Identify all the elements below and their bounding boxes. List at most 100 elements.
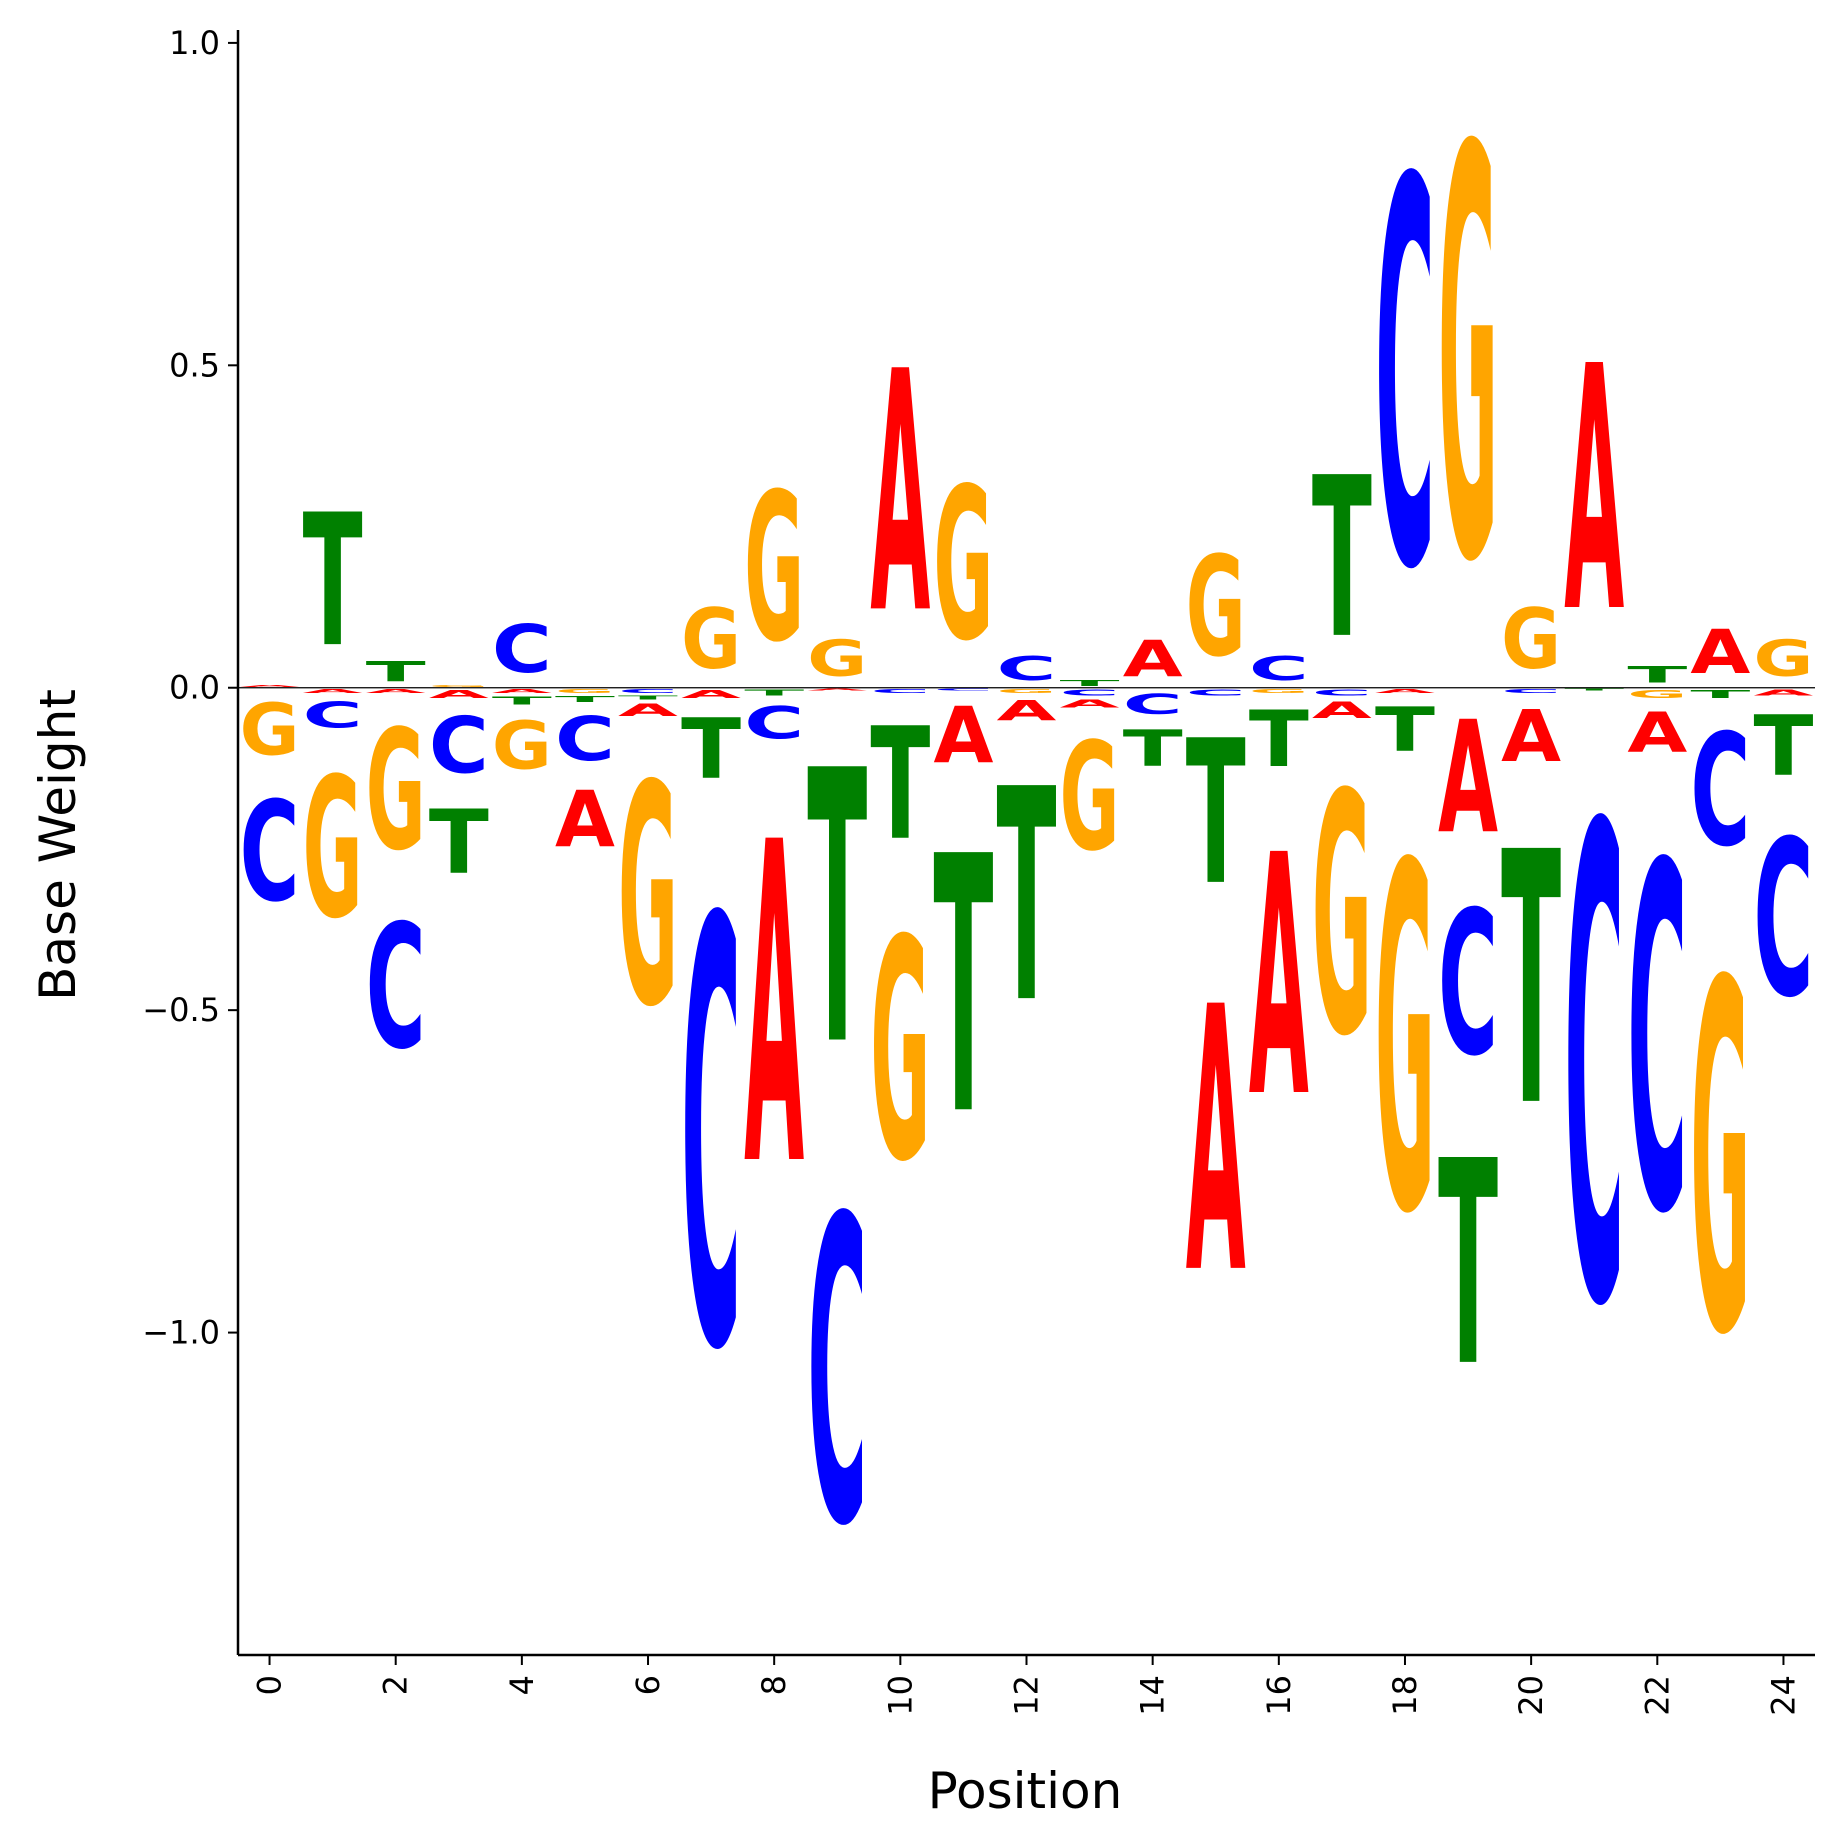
logo-letter-T-pos-7: T [681,702,741,798]
logo-letter-G-pos-10: G [870,875,930,1228]
logo-letter-T-pos-13: T [1060,678,1121,688]
logo-letter-T-pos-22: T [1627,662,1687,687]
logo-letter-T-pos-9: T [807,693,867,1129]
logo-letter-G-pos-12: G [997,688,1057,694]
axis-layer: −1.0−0.50.00.51.00 2 4 6 8 10 12 14 16 18 20 22 24 [142,24,1815,1716]
logo-letter-G-pos-5: G [555,688,615,694]
logo-letter-A-pos-21: A [1564,296,1624,687]
logo-letter-T-pos-16: T [1249,695,1309,785]
x-tick-label: 16 [1260,1675,1298,1716]
logo-letter-A-pos-24: A [1753,688,1813,698]
logo-letter-G-pos-11: G [933,443,993,687]
x-tick-label: 14 [1134,1675,1172,1716]
logo-letter-G-pos-16: G [1249,688,1309,694]
logo-letter-C-pos-12: C [997,649,1057,688]
logo-letter-C-pos-8: C [744,698,804,749]
x-tick-label: 12 [1008,1675,1046,1716]
logo-letter-C-pos-16: C [1249,649,1309,688]
logo-letter-C-pos-11: C [933,688,993,691]
logo-letter-A-pos-6: A [618,701,679,720]
logo-letter-G-pos-3: G [429,685,489,688]
x-tick-label: 6 [629,1675,667,1695]
x-tick-label: 0 [251,1675,289,1695]
logo-letter-G-pos-9: G [807,630,867,688]
logo-letter-C-pos-13: C [1060,688,1120,698]
logo-letter-G-pos-4: G [492,708,552,785]
logo-letter-G-pos-19: G [1438,31,1498,686]
logo-letter-A-pos-9: A [807,688,868,691]
x-tick-label: 22 [1638,1675,1676,1716]
logo-letter-A-pos-10: A [870,301,930,687]
logo-letter-A-pos-4: A [492,688,553,694]
logo-letter-C-pos-6: C [618,688,678,694]
logo-letter-C-pos-2: C [366,888,426,1087]
logo-letter-T-pos-6: T [618,694,679,700]
logo-letter-G-pos-8: G [744,451,804,688]
logo-letter-G-pos-7: G [681,593,741,688]
logo-letter-A-pos-11: A [933,692,993,782]
x-axis-label: Position [928,1762,1123,1820]
logo-letter-C-pos-10: C [870,688,930,694]
logo-letter-G-pos-18: G [1375,766,1435,1318]
logo-letter-T-pos-14: T [1123,720,1183,778]
logo-letter-A-pos-0: A [240,685,301,688]
logo-letter-T-pos-11: T [933,781,993,1193]
logo-letter-T-pos-2: T [366,656,427,688]
logo-letter-T-pos-20: T [1501,779,1561,1183]
logo-letter-C-pos-0: C [240,772,300,933]
logo-letter-C-pos-9: C [807,1132,867,1619]
y-tick-label: 1.0 [169,24,220,62]
logo-letter-G-pos-20: G [1501,593,1561,688]
logo-letter-A-pos-2: A [366,688,427,694]
logo-letter-G-pos-0: G [240,689,300,772]
x-tick-label: 2 [377,1675,415,1695]
logo-letter-C-pos-7: C [681,800,741,1479]
logo-letter-A-pos-1: A [303,688,364,694]
logo-letter-T-pos-17: T [1312,430,1372,687]
logo-letter-T-pos-23: T [1690,688,1750,701]
logo-letter-A-pos-7: A [681,688,741,701]
logo-letter-A-pos-18: A [1375,688,1436,694]
logo-letter-G-pos-1: G [303,738,363,962]
logo-letter-C-pos-19: C [1438,868,1498,1099]
logo-letter-A-pos-22: A [1627,701,1687,765]
logo-letter-A-pos-3: A [429,688,489,701]
logo-letter-A-pos-12: A [997,694,1057,726]
logo-letter-T-pos-8: T [744,688,805,698]
logo-letter-C-pos-5: C [555,704,615,775]
logo-letter-C-pos-3: C [429,701,489,791]
logo-letter-A-pos-14: A [1123,631,1183,688]
logo-letter-A-pos-16: A [1249,785,1309,1171]
logo-letter-C-pos-14: C [1123,688,1183,720]
logo-letter-G-pos-2: G [366,695,426,888]
logo-letter-A-pos-23: A [1690,617,1750,688]
x-tick-label: 4 [503,1675,541,1695]
y-tick-label: 0.5 [169,346,220,384]
logo-glyph-layer: AGCTACGTAGCGACTCATGGTCACTAGGATCGTCAGATCA… [240,31,1814,1619]
logo-letter-G-pos-22: G [1627,688,1687,701]
logo-letter-G-pos-24: G [1753,630,1813,688]
y-tick-label: −1.0 [142,1314,220,1352]
logo-letter-G-pos-15: G [1186,528,1246,688]
y-tick-label: 0.0 [169,669,220,707]
logo-letter-C-pos-17: C [1312,688,1372,698]
logo-letter-T-pos-5: T [555,694,616,704]
logo-letter-C-pos-21: C [1564,694,1624,1450]
logo-letter-A-pos-8: A [744,750,804,1264]
logo-letter-C-pos-4: C [492,610,552,687]
logo-letter-A-pos-13: A [1060,698,1120,711]
x-tick-label: 18 [1386,1675,1424,1716]
logo-letter-A-pos-15: A [1186,932,1246,1355]
logo-letter-A-pos-5: A [555,776,615,866]
logo-letter-C-pos-22: C [1627,767,1687,1319]
logo-letter-T-pos-3: T [429,791,489,894]
logo-letter-C-pos-18: C [1375,72,1435,687]
logo-letter-T-pos-15: T [1186,700,1246,930]
logo-letter-G-pos-13: G [1060,710,1120,884]
logo-letter-G-pos-17: G [1312,726,1372,1110]
x-tick-label: 24 [1764,1675,1802,1716]
logo-letter-C-pos-1: C [303,694,363,736]
x-tick-label: 8 [755,1675,793,1695]
logo-letter-T-pos-21: T [1564,688,1625,691]
